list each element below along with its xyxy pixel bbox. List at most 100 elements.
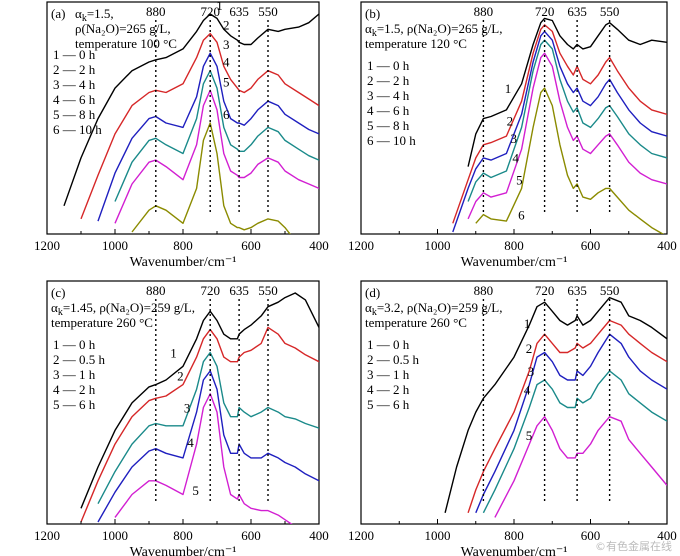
x-tick-label-1200: 1200 (34, 528, 60, 543)
curve-label-3: 3 (510, 131, 517, 146)
curve-label-4: 4 (524, 382, 531, 397)
x-tick-label-400: 400 (657, 528, 677, 543)
peak-label-720: 720 (200, 283, 220, 298)
curves (452, 17, 667, 234)
x-axis-title: Wavenumber/cm⁻¹ (461, 255, 568, 270)
x-tick-label-400: 400 (309, 528, 329, 543)
legend-item-1: 1 — 0 h (53, 47, 96, 62)
series-line-5 (114, 89, 319, 224)
series-line-3 (452, 30, 667, 233)
condition-line: ρ(Na₂O)=265 g/L, (75, 21, 171, 36)
condition-line: temperature 120 °C (365, 36, 467, 51)
peak-label-550: 550 (258, 4, 278, 19)
curve-label-4: 4 (512, 151, 519, 166)
legend-item-3: 3 — 4 h (53, 77, 96, 92)
curve-label-3: 3 (184, 401, 191, 416)
x-tick-label-600: 600 (241, 238, 261, 253)
panel-d: 880 720 635 550 1 2 3 4 5 (d)αk=3.2, ρ(Na₂O)=259 … (348, 280, 677, 556)
curve-label-5: 5 (192, 483, 199, 498)
series-line-2 (467, 319, 667, 514)
condition-line: αk=3.2, ρ(Na₂O)=259 g/L, (365, 300, 503, 318)
legend-item-2: 2 — 2 h (367, 73, 410, 88)
legend-item-5: 5 — 6 h (367, 397, 410, 412)
legend-item-5: 5 — 6 h (53, 397, 96, 412)
curve-label-4: 4 (223, 55, 230, 70)
panel-label: (b) (365, 6, 380, 21)
legend-item-1: 1 — 0 h (53, 337, 96, 352)
legend-item-4: 4 — 2 h (53, 382, 96, 397)
x-tick-label-1200: 1200 (34, 238, 60, 253)
peak-label-550: 550 (600, 283, 620, 298)
condition-line: temperature 260 °C (51, 315, 153, 330)
series-line-2 (452, 24, 667, 224)
x-axis-title: Wavenumber/cm⁻¹ (130, 255, 237, 270)
legend-item-4: 4 — 6 h (367, 103, 410, 118)
x-tick-label-1200: 1200 (348, 238, 374, 253)
legend-item-1: 1 — 0 h (367, 337, 410, 352)
curve-label-6: 6 (223, 107, 230, 122)
curve-label-1: 1 (524, 316, 531, 331)
x-axis-title: Wavenumber/cm⁻¹ (461, 545, 568, 556)
legend-item-4: 4 — 2 h (367, 382, 410, 397)
curves (80, 292, 319, 524)
legend-item-5: 5 — 8 h (53, 107, 96, 122)
legend-item-3: 3 — 4 h (367, 88, 410, 103)
legend-item-1: 1 — 0 h (367, 58, 410, 73)
legend-item-6: 6 — 10 h (367, 133, 416, 148)
legend-item-4: 4 — 6 h (53, 92, 96, 107)
x-tick-label-600: 600 (581, 528, 601, 543)
series-line-2 (80, 326, 319, 523)
legend-item-3: 3 — 1 h (53, 367, 96, 382)
x-tick-label-800: 800 (504, 238, 524, 253)
curve-label-4: 4 (187, 435, 194, 450)
panel-label: (c) (51, 285, 65, 300)
panel-b: 880 720 635 550 1 2 3 4 5 6 (b)αk=1.5, ρ(Na₂O)=265… (348, 1, 677, 270)
condition-line: αk=1.45, ρ(Na₂O)=259 g/L, (51, 300, 195, 318)
panel-label: (a) (51, 6, 65, 21)
curves (63, 13, 319, 234)
condition-line: temperature 260 °C (365, 315, 467, 330)
x-tick-label-1000: 1000 (425, 528, 451, 543)
watermark: ©有色金属在线 (595, 540, 672, 553)
curve-label-2: 2 (177, 369, 184, 384)
x-tick-label-1000: 1000 (102, 528, 128, 543)
series-line-6 (475, 87, 665, 234)
series-line-5 (494, 416, 667, 518)
panel-label: (d) (365, 285, 380, 300)
peak-label-720: 720 (200, 4, 220, 19)
condition-line: αk=1.5, (75, 6, 114, 24)
series-line-6 (131, 122, 291, 234)
legend-item-6: 6 — 10 h (53, 122, 102, 137)
series-line-5 (467, 52, 667, 220)
series-line-3 (97, 52, 319, 222)
x-tick-label-1000: 1000 (425, 238, 451, 253)
peak-label-720: 720 (535, 4, 555, 19)
series-line-4 (467, 39, 667, 202)
series-line-3 (97, 351, 319, 505)
peak-label-550: 550 (258, 283, 278, 298)
x-tick-label-1000: 1000 (102, 238, 128, 253)
x-tick-label-400: 400 (309, 238, 329, 253)
peak-label-635: 635 (567, 4, 587, 19)
legend-item-3: 3 — 1 h (367, 367, 410, 382)
panel-a: 880 720 635 550 12 3 4 5 6 (a) αk=1.5,ρ(Na₂O)=265 … (34, 0, 329, 270)
legend-item-5: 5 — 8 h (367, 118, 410, 133)
series-line-1 (80, 292, 319, 509)
x-tick-label-600: 600 (581, 238, 601, 253)
curve-label-6: 6 (518, 207, 525, 222)
curve-label-1: 1 (170, 346, 177, 361)
peak-label-880: 880 (146, 283, 166, 298)
condition-line: αk=1.5, ρ(Na₂O)=265 g/L, (365, 21, 503, 39)
peak-label-550: 550 (600, 4, 620, 19)
peak-label-720: 720 (535, 283, 555, 298)
series-line-4 (114, 70, 319, 202)
legend-item-2: 2 — 0.5 h (367, 352, 420, 367)
curve-label-3: 3 (223, 37, 230, 52)
curve-label-1: 1 (505, 81, 512, 96)
curve-label-2: 2 (507, 114, 514, 129)
series-line-2 (80, 32, 319, 220)
legend-item-2: 2 — 2 h (53, 62, 96, 77)
series-line-1 (63, 13, 319, 207)
x-tick-label-800: 800 (173, 238, 193, 253)
